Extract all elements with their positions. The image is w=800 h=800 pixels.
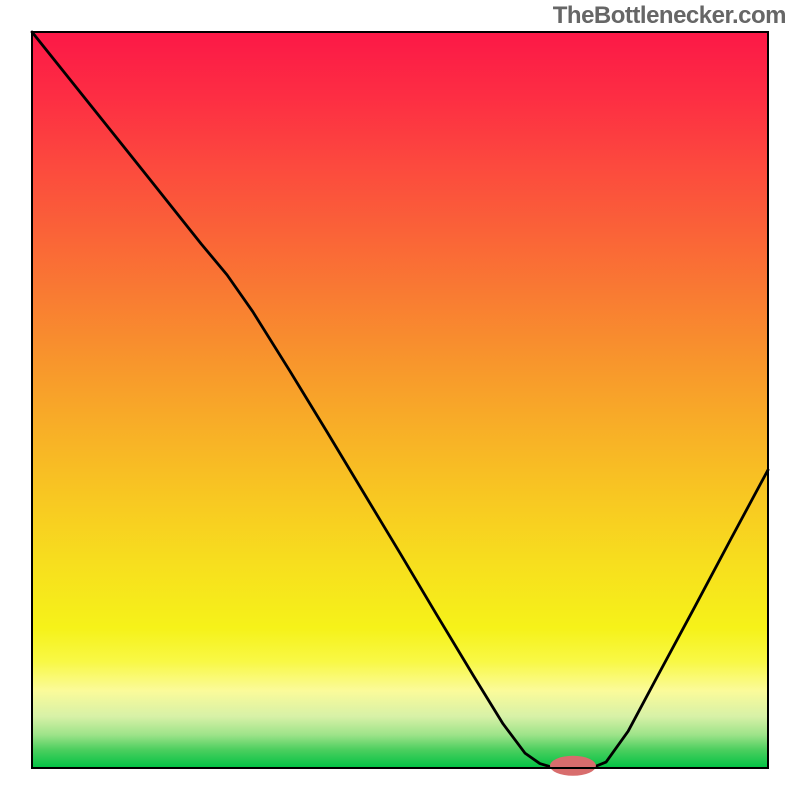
optimal-marker [550,756,596,776]
chart-container: TheBottlenecker.com [0,0,800,800]
plot-background [32,32,768,768]
watermark-text: TheBottlenecker.com [553,2,786,30]
bottleneck-chart [0,0,800,800]
